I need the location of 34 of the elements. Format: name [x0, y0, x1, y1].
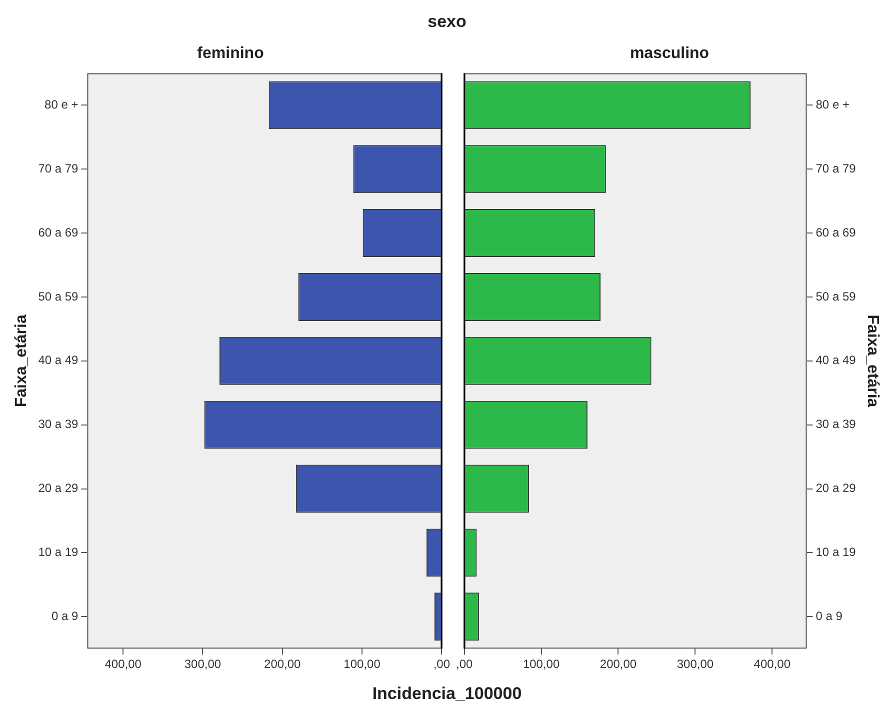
x-tick-label: 300,00 [676, 657, 714, 672]
y-tick-label: 80 e + [44, 97, 78, 112]
x-tick-label: 400,00 [104, 657, 142, 672]
y-tick-label: 0 a 9 [816, 608, 843, 623]
chart-title: sexo [426, 12, 468, 32]
x-tick-label: 100,00 [344, 657, 381, 672]
chart-subtitle: masculino [630, 45, 710, 62]
y-tick-label: 10 a 19 [38, 545, 79, 560]
y-tick-label: 30 a 39 [816, 417, 856, 432]
y-tick-label: 10 a 19 [816, 545, 856, 560]
y-tick-label: 20 a 29 [816, 481, 856, 496]
x-tick-label: ,00 [433, 657, 450, 672]
y-tick-label: 40 a 49 [816, 353, 856, 368]
y-tick-label: 30 a 39 [38, 417, 79, 432]
y-axis-title: Faixa_etária [864, 314, 881, 408]
x-tick-label: 100,00 [522, 657, 560, 672]
y-tick-label: 50 a 59 [38, 289, 79, 304]
y-tick-label: 70 a 79 [38, 161, 79, 176]
y-tick-label: 20 a 29 [38, 481, 79, 496]
x-tick-label: 200,00 [264, 657, 302, 672]
y-tick-label: 60 a 69 [38, 225, 79, 240]
x-tick-label: 300,00 [184, 657, 222, 672]
x-tick-label: 400,00 [754, 657, 791, 672]
x-axis-title: Incidencia_100000 [371, 684, 523, 704]
x-tick-label: 200,00 [600, 657, 637, 672]
y-tick-label: 50 a 59 [816, 289, 856, 304]
y-axis-title: Faixa_etária [13, 314, 30, 408]
y-tick-label: 0 a 9 [52, 608, 79, 623]
chart-subtitle: feminino [197, 45, 264, 62]
y-tick-label: 80 e + [816, 97, 850, 112]
x-tick-label: ,00 [456, 657, 474, 672]
y-tick-label: 40 a 49 [38, 353, 79, 368]
y-tick-label: 60 a 69 [816, 225, 856, 240]
y-tick-label: 70 a 79 [816, 161, 856, 176]
